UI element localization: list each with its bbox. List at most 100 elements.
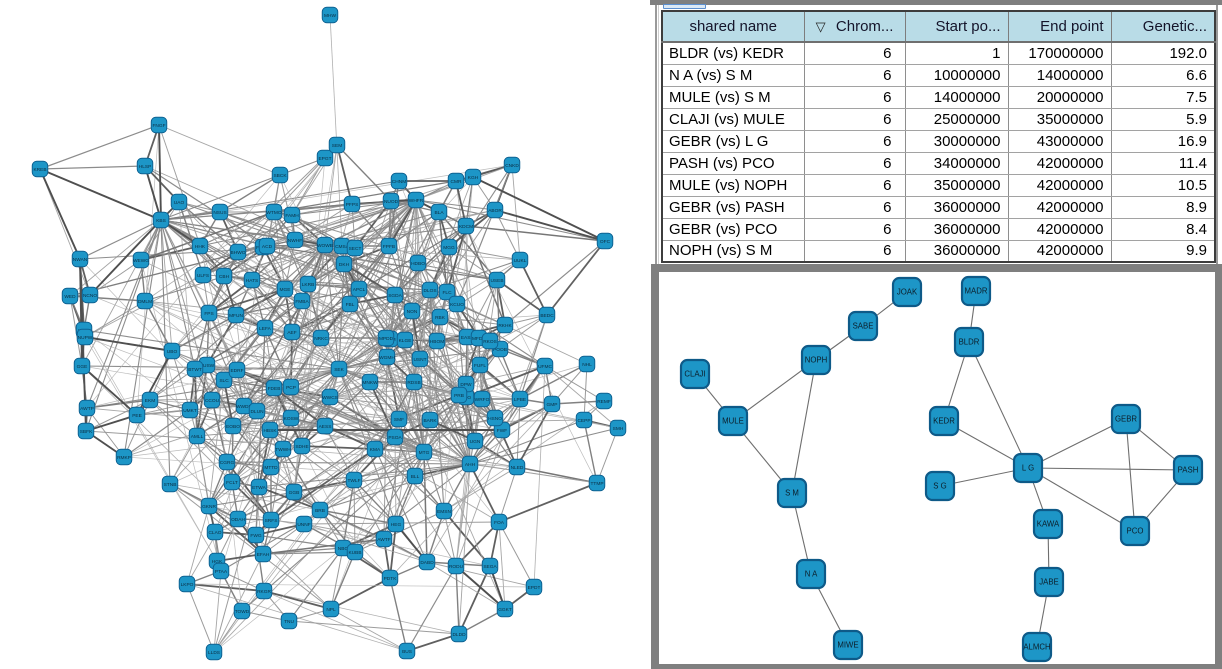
svg-text:NPL: NPL xyxy=(326,607,336,613)
svg-text:DLUN: DLUN xyxy=(250,409,264,415)
svg-text:AESS: AESS xyxy=(319,424,332,430)
svg-text:GKNR: GKNR xyxy=(202,504,216,510)
svg-text:GGE: GGE xyxy=(77,364,88,370)
svg-text:WWDD: WWDD xyxy=(236,404,253,410)
svg-text:PDTK: PDTK xyxy=(384,576,398,582)
svg-text:HHK: HHK xyxy=(195,244,206,250)
svg-text:NUOD: NUOD xyxy=(384,199,399,205)
svg-text:WTMO: WTMO xyxy=(266,210,281,216)
svg-text:RKHK: RKHK xyxy=(498,323,512,329)
svg-text:FPS: FPS xyxy=(204,311,213,317)
svg-text:PSOA: PSOA xyxy=(388,435,402,441)
svg-text:HATS: HATS xyxy=(246,278,258,284)
svg-text:LPBE: LPBE xyxy=(514,397,526,403)
svg-text:MADR: MADR xyxy=(965,287,988,296)
svg-text:FNGF: FNGF xyxy=(152,123,165,129)
svg-text:JOAK: JOAK xyxy=(897,288,918,297)
svg-text:HSNO: HSNO xyxy=(488,416,502,422)
svg-text:CHNM: CHNM xyxy=(392,179,406,185)
svg-text:UBO: UBO xyxy=(167,349,178,355)
svg-text:HBOM: HBOM xyxy=(430,339,444,345)
svg-text:NWAN: NWAN xyxy=(73,257,88,263)
svg-text:PCP: PCP xyxy=(286,385,296,391)
svg-text:PASH: PASH xyxy=(1178,466,1199,475)
svg-text:MFDO: MFDO xyxy=(472,336,486,342)
svg-text:BTWT: BTWT xyxy=(188,367,202,373)
svg-text:NUPW: NUPW xyxy=(78,335,93,341)
svg-text:FCLT: FCLT xyxy=(226,480,238,486)
svg-text:DLOS: DLOS xyxy=(423,288,436,294)
svg-text:GMP: GMP xyxy=(547,402,558,408)
svg-text:ETWA: ETWA xyxy=(252,485,266,491)
svg-text:SEK: SEK xyxy=(334,367,344,373)
svg-text:MGG: MGG xyxy=(443,245,455,251)
svg-text:JABE: JABE xyxy=(1039,578,1059,587)
svg-text:CMSA: CMSA xyxy=(335,244,350,250)
svg-text:ODAH: ODAH xyxy=(231,517,245,523)
svg-text:MIWE: MIWE xyxy=(837,641,858,650)
svg-text:AHH: AHH xyxy=(465,462,476,468)
svg-text:EASL: EASL xyxy=(461,335,474,341)
svg-text:N A: N A xyxy=(805,570,818,579)
svg-text:USNT: USNT xyxy=(413,357,426,363)
svg-text:STNB: STNB xyxy=(164,482,177,488)
svg-text:HGK: HGK xyxy=(212,559,223,565)
svg-text:DKH: DKH xyxy=(339,262,350,268)
svg-text:ULFS: ULFS xyxy=(197,273,209,279)
svg-text:RKOS: RKOS xyxy=(483,339,497,345)
svg-text:HDBO: HDBO xyxy=(411,261,425,267)
svg-text:WEWG: WEWG xyxy=(133,258,149,264)
svg-text:BARK: BARK xyxy=(423,418,437,424)
svg-text:KDCM: KDCM xyxy=(459,224,473,230)
svg-text:LKPO: LKPO xyxy=(181,582,194,588)
svg-text:AWTP: AWTP xyxy=(80,406,94,412)
svg-text:DPW: DPW xyxy=(460,382,472,388)
svg-text:NBO: NBO xyxy=(338,546,349,552)
svg-text:USEB: USEB xyxy=(490,278,503,284)
svg-text:APCL: APCL xyxy=(353,287,366,293)
svg-text:BLDR: BLDR xyxy=(959,338,980,347)
svg-text:NCNO: NCNO xyxy=(83,293,97,299)
svg-text:NOPH: NOPH xyxy=(805,356,828,365)
svg-text:NSUS: NSUS xyxy=(213,210,226,216)
svg-text:PCO: PCO xyxy=(1127,527,1144,536)
svg-text:FDEB: FDEB xyxy=(268,386,281,392)
svg-text:RKGR: RKGR xyxy=(257,589,271,595)
svg-text:UMKT: UMKT xyxy=(183,408,197,414)
svg-text:MULE: MULE xyxy=(722,417,744,426)
svg-text:RDSB: RDSB xyxy=(407,380,420,386)
svg-text:KOSW: KOSW xyxy=(284,416,299,422)
svg-text:GEBR: GEBR xyxy=(1115,415,1137,424)
svg-text:GGKT: GGKT xyxy=(498,607,512,613)
svg-text:AMLL: AMLL xyxy=(191,434,204,440)
svg-text:FLC: FLC xyxy=(442,290,452,296)
svg-text:GGB: GGB xyxy=(289,490,300,496)
svg-text:MPDD: MPDD xyxy=(379,336,394,342)
svg-text:MNKW: MNKW xyxy=(362,380,378,386)
svg-text:BRB: BRB xyxy=(315,508,325,514)
svg-text:UFMC: UFMC xyxy=(538,364,552,370)
svg-text:WRFO: WRFO xyxy=(475,397,490,403)
svg-text:LEFA: LEFA xyxy=(259,326,272,332)
svg-text:SEGA: SEGA xyxy=(483,564,497,570)
svg-text:HEG: HEG xyxy=(391,522,402,528)
svg-text:TNU: TNU xyxy=(284,619,294,625)
svg-text:WHFR: WHFR xyxy=(409,198,424,204)
svg-text:KCUO: KCUO xyxy=(450,302,464,308)
svg-text:UUKL: UUKL xyxy=(514,258,527,264)
svg-text:SEM: SEM xyxy=(332,143,342,149)
svg-text:KEDR: KEDR xyxy=(933,417,955,426)
svg-text:WED: WED xyxy=(64,294,76,300)
svg-text:NON: NON xyxy=(407,309,418,315)
svg-text:EPDT: EPDT xyxy=(528,585,541,591)
svg-text:KUBB: KUBB xyxy=(348,550,361,556)
svg-text:BHWO: BHWO xyxy=(231,250,246,256)
svg-text:KMA: KMA xyxy=(370,447,381,453)
svg-text:BLA: BLA xyxy=(434,210,444,216)
svg-text:RMKP: RMKP xyxy=(117,455,131,461)
svg-text:UGN: UGN xyxy=(470,439,481,445)
svg-text:NLED: NLED xyxy=(511,465,524,471)
svg-text:TWWH: TWWH xyxy=(275,447,291,453)
svg-text:MHW: MHW xyxy=(324,13,336,19)
svg-text:S G: S G xyxy=(933,482,946,491)
